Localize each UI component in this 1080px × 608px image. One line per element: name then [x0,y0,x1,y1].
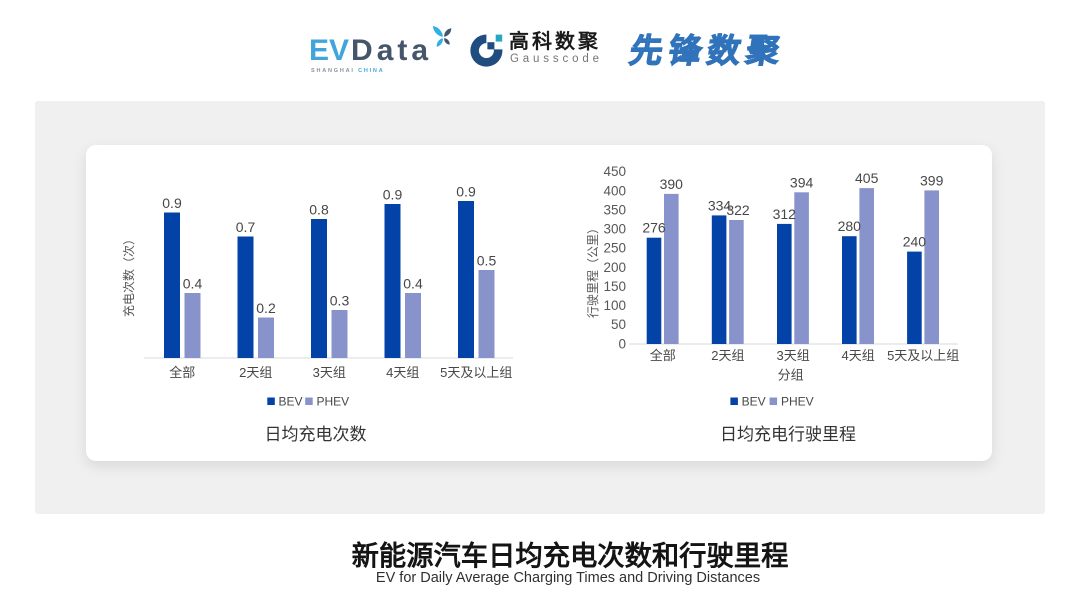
svg-text:PHEV: PHEV [781,395,814,409]
svg-text:充电次数（次）: 充电次数（次） [121,233,136,317]
svg-text:PHEV: PHEV [317,395,350,409]
svg-text:BEV: BEV [279,395,303,409]
svg-text:5天及以上组: 5天及以上组 [440,365,512,380]
svg-text:5天及以上组: 5天及以上组 [887,348,959,363]
svg-text:334: 334 [708,197,732,213]
svg-text:0.3: 0.3 [330,293,350,309]
svg-text:322: 322 [726,202,750,218]
svg-text:300: 300 [603,222,626,237]
svg-text:0.4: 0.4 [403,276,423,292]
svg-text:100: 100 [603,298,626,313]
svg-text:50: 50 [611,317,626,332]
svg-text:399: 399 [920,172,944,188]
svg-text:0: 0 [618,336,626,351]
svg-text:3天组: 3天组 [313,365,346,380]
svg-text:0.9: 0.9 [456,184,476,200]
svg-text:BEV: BEV [742,395,766,409]
svg-text:312: 312 [773,206,797,222]
svg-text:276: 276 [642,220,666,236]
svg-text:行驶里程（公里）: 行驶里程（公里） [585,222,600,318]
svg-text:280: 280 [838,218,862,234]
svg-text:0.9: 0.9 [162,195,182,211]
svg-text:0.7: 0.7 [236,219,256,235]
svg-text:400: 400 [603,183,626,198]
svg-text:全部: 全部 [169,365,195,380]
svg-text:450: 450 [603,164,626,179]
svg-text:405: 405 [855,170,879,186]
svg-text:4天组: 4天组 [386,365,419,380]
svg-text:全部: 全部 [650,348,676,363]
svg-text:394: 394 [790,174,814,190]
svg-text:200: 200 [603,260,626,275]
svg-text:日均充电次数: 日均充电次数 [265,425,367,444]
svg-text:0.8: 0.8 [309,202,329,218]
svg-text:4天组: 4天组 [841,348,874,363]
svg-text:0.5: 0.5 [477,253,497,269]
svg-text:250: 250 [603,241,626,256]
svg-text:日均充电行驶里程: 日均充电行驶里程 [720,425,856,444]
svg-text:0.9: 0.9 [383,187,403,203]
svg-text:2天组: 2天组 [711,348,744,363]
svg-text:150: 150 [603,279,626,294]
svg-text:0.4: 0.4 [183,276,203,292]
svg-text:240: 240 [903,234,927,250]
svg-text:0.2: 0.2 [256,300,276,316]
svg-text:3天组: 3天组 [776,348,809,363]
svg-text:390: 390 [660,176,684,192]
svg-text:2天组: 2天组 [239,365,272,380]
svg-text:分组: 分组 [778,368,804,383]
svg-text:350: 350 [603,202,626,217]
